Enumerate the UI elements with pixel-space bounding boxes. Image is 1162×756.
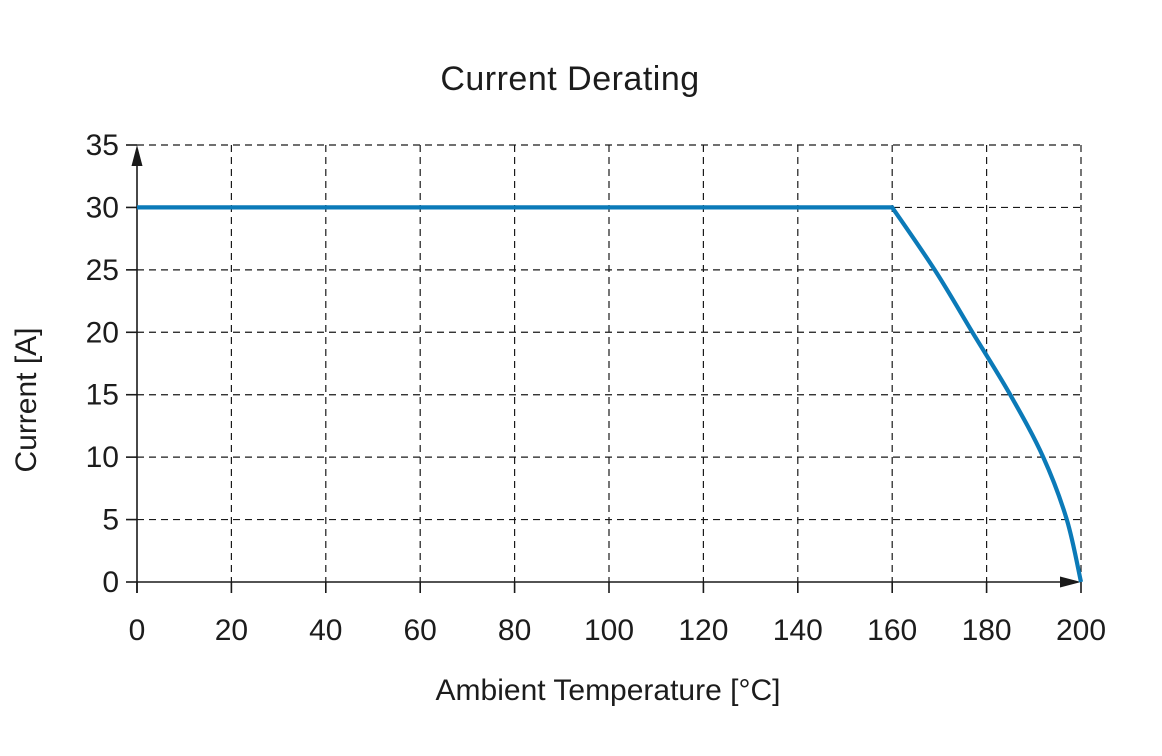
y-tick-label: 35: [86, 129, 119, 162]
x-tick-label: 180: [962, 614, 1012, 647]
axes: [131, 145, 1081, 593]
y-tick-label: 20: [86, 316, 119, 349]
x-tick-label: 160: [867, 614, 917, 647]
chart-title: Current Derating: [440, 60, 699, 98]
y-axis-label: Current [A]: [10, 327, 43, 472]
y-tick-label: 5: [102, 504, 119, 537]
x-tick-label: 40: [309, 614, 342, 647]
x-axis-label: Ambient Temperature [°C]: [436, 674, 781, 707]
gridlines: [137, 144, 1082, 582]
x-tick-label: 100: [584, 614, 634, 647]
x-tick-label: 200: [1056, 614, 1106, 647]
y-axis-arrow-icon: [131, 145, 143, 166]
x-tick-label: 60: [404, 614, 437, 647]
derating-curve-line: [137, 205, 1084, 583]
y-tick-label: 25: [86, 254, 119, 287]
x-tick-label: 20: [215, 614, 248, 647]
x-tick-label: 80: [498, 614, 531, 647]
x-tick-label: 140: [773, 614, 823, 647]
tick-labels: 0 20 40 60 80 100 120 140 160 180 200 0 5 10 15 20 25 30 3…: [86, 129, 1106, 647]
x-tick-label: 120: [678, 614, 728, 647]
y-tick-label: 30: [86, 191, 119, 224]
y-tick-label: 0: [102, 566, 119, 599]
series-lines: [137, 205, 1084, 583]
x-axis-arrow-icon: [1060, 576, 1081, 588]
y-tick-label: 10: [86, 441, 119, 474]
y-tick-label: 15: [86, 379, 119, 412]
axis-ticks: [126, 144, 1082, 593]
x-tick-label: 0: [129, 614, 146, 647]
